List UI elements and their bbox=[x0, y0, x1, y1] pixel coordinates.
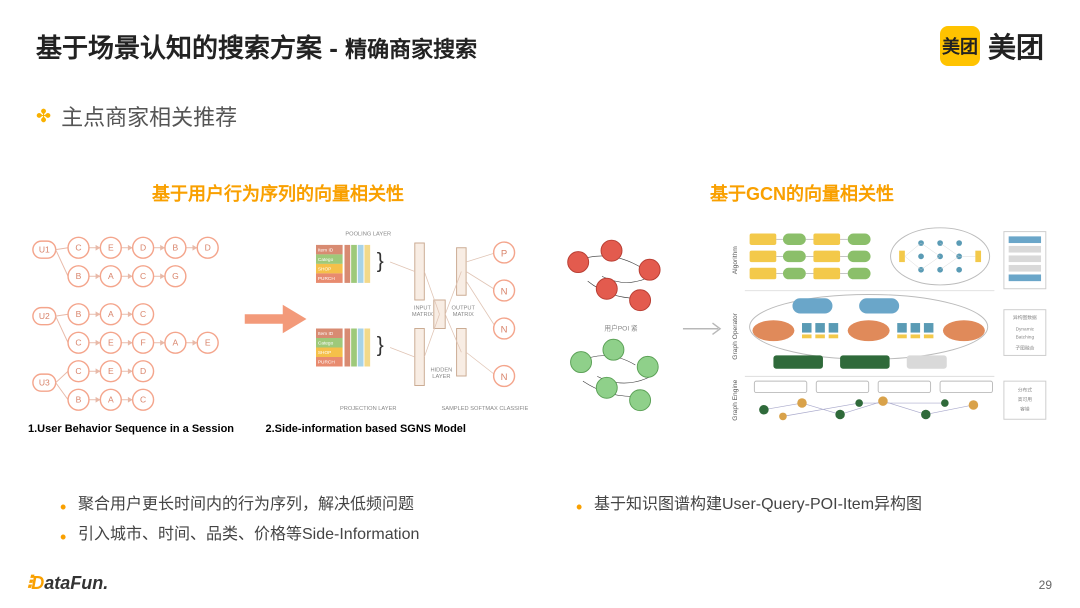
right-column: 基于GCN的向量相关性 用户POI 紧 bbox=[552, 180, 1052, 435]
svg-text:U2: U2 bbox=[39, 311, 50, 321]
footer-rest: ataFun. bbox=[44, 573, 108, 593]
list-item: 聚合用户更长时间内的行为序列，解决低频问题 bbox=[60, 490, 536, 520]
svg-text:P: P bbox=[501, 248, 507, 259]
svg-text:分布式: 分布式 bbox=[1018, 387, 1033, 394]
svg-text:异构图数据: 异构图数据 bbox=[1013, 314, 1037, 321]
svg-text:E: E bbox=[205, 338, 211, 348]
svg-text:PROJECTION LAYER: PROJECTION LAYER bbox=[340, 406, 396, 412]
svg-text:E: E bbox=[108, 366, 114, 376]
svg-text:D: D bbox=[205, 243, 211, 253]
svg-text:LAYER: LAYER bbox=[432, 374, 450, 380]
svg-text:Batching: Batching bbox=[1016, 334, 1035, 340]
svg-text:Graph Engine: Graph Engine bbox=[732, 379, 739, 420]
svg-text:Item ID: Item ID bbox=[318, 331, 334, 337]
left-captions: 1.User Behavior Sequence in a Session 2.… bbox=[28, 423, 528, 435]
svg-text:N: N bbox=[501, 286, 508, 297]
svg-text:C: C bbox=[140, 309, 146, 319]
svg-text:SAMPLED SOFTMAX CLASSIFIER: SAMPLED SOFTMAX CLASSIFIER bbox=[441, 406, 528, 412]
svg-text:N: N bbox=[501, 372, 508, 383]
svg-text:SHOP: SHOP bbox=[318, 267, 331, 273]
right-bullets: 基于知识图谱构建User-Query-POI-Item异构图 bbox=[576, 490, 1052, 551]
logo-text: 美团 bbox=[988, 26, 1044, 66]
svg-text:PURCH: PURCH bbox=[318, 276, 335, 282]
svg-text:A: A bbox=[108, 271, 114, 281]
svg-text:用户POI 紧: 用户POI 紧 bbox=[604, 324, 638, 333]
svg-text:B: B bbox=[76, 395, 82, 405]
left-caption-2: 2.Side-information based SGNS Model bbox=[266, 423, 529, 435]
svg-text:C: C bbox=[140, 271, 146, 281]
svg-text:A: A bbox=[173, 338, 179, 348]
content-columns: 基于用户行为序列的向量相关性 U1 U2 U3 bbox=[28, 180, 1052, 435]
svg-text:POOLING LAYER: POOLING LAYER bbox=[345, 231, 391, 237]
svg-text:C: C bbox=[140, 395, 146, 405]
page-number: 29 bbox=[1039, 578, 1052, 592]
logo-badge: 美团 bbox=[940, 26, 980, 66]
svg-text:U3: U3 bbox=[39, 378, 50, 388]
section-subtitle-text: 主点商家相关推荐 bbox=[61, 100, 237, 132]
svg-text:E: E bbox=[108, 338, 114, 348]
svg-text:B: B bbox=[76, 271, 82, 281]
svg-text:N: N bbox=[501, 324, 508, 335]
svg-text:Catego: Catego bbox=[318, 341, 334, 347]
right-col-title: 基于GCN的向量相关性 bbox=[552, 180, 1052, 206]
svg-text:D: D bbox=[140, 243, 146, 253]
svg-text:F: F bbox=[140, 338, 145, 348]
title-sub: 精确商家搜索 bbox=[345, 37, 477, 62]
svg-text:SHOP: SHOP bbox=[318, 350, 331, 356]
dots-icon: ⠸ bbox=[20, 573, 31, 593]
svg-text:Algorithm: Algorithm bbox=[732, 246, 739, 275]
footer-d: D bbox=[31, 573, 44, 593]
svg-text:U1: U1 bbox=[39, 245, 50, 255]
svg-text:PURCH: PURCH bbox=[318, 360, 335, 366]
svg-text:HIDDEN: HIDDEN bbox=[430, 367, 452, 373]
svg-text:A: A bbox=[108, 309, 114, 319]
svg-text:INPUT: INPUT bbox=[414, 306, 432, 312]
section-subtitle: ✤ 主点商家相关推荐 bbox=[36, 100, 237, 132]
list-item: 基于知识图谱构建User-Query-POI-Item异构图 bbox=[576, 490, 1052, 520]
svg-text:OUTPUT: OUTPUT bbox=[452, 306, 476, 312]
svg-text:G: G bbox=[172, 271, 179, 281]
left-diagram: U1 U2 U3 POOLING LAYER PROJECTION LAYER SA… bbox=[28, 224, 528, 419]
svg-text:C: C bbox=[75, 366, 81, 376]
svg-text:Item ID: Item ID bbox=[318, 248, 334, 254]
svg-text:Graph Operator: Graph Operator bbox=[732, 312, 739, 359]
svg-text:Catego: Catego bbox=[318, 257, 334, 263]
svg-text:MATRIX: MATRIX bbox=[453, 312, 474, 318]
svg-text:C: C bbox=[75, 338, 81, 348]
svg-text:}: } bbox=[377, 250, 384, 273]
svg-text:}: } bbox=[377, 333, 384, 356]
svg-text:D: D bbox=[140, 366, 146, 376]
svg-text:MATRIX: MATRIX bbox=[412, 312, 433, 318]
svg-text:高可用: 高可用 bbox=[1018, 396, 1033, 403]
svg-text:C: C bbox=[75, 243, 81, 253]
svg-text:A: A bbox=[108, 395, 114, 405]
brand-logo: 美团 美团 bbox=[940, 26, 1044, 66]
svg-text:E: E bbox=[108, 243, 114, 253]
header: 基于场景认知的搜索方案 - 精确商家搜索 美团 美团 bbox=[36, 26, 1044, 66]
svg-text:子图融合: 子图融合 bbox=[1015, 345, 1034, 352]
footer-brand: ⠸DataFun. bbox=[20, 573, 108, 594]
left-column: 基于用户行为序列的向量相关性 U1 U2 U3 bbox=[28, 180, 528, 435]
svg-text:Dynamic: Dynamic bbox=[1016, 327, 1035, 333]
list-item: 引入城市、时间、品类、价格等Side-Information bbox=[60, 520, 536, 550]
left-col-title: 基于用户行为序列的向量相关性 bbox=[28, 180, 528, 206]
svg-text:容错: 容错 bbox=[1020, 406, 1030, 413]
bullet-lists: 聚合用户更长时间内的行为序列，解决低频问题 引入城市、时间、品类、价格等Side… bbox=[60, 490, 1052, 551]
left-bullets: 聚合用户更长时间内的行为序列，解决低频问题 引入城市、时间、品类、价格等Side… bbox=[60, 490, 536, 551]
svg-text:B: B bbox=[173, 243, 179, 253]
right-diagram: 用户POI 紧 Algorithm Graph Operator Graph E… bbox=[552, 224, 1052, 429]
title-sep: - bbox=[322, 33, 345, 63]
left-caption-1: 1.User Behavior Sequence in a Session bbox=[28, 423, 266, 435]
svg-text:B: B bbox=[76, 309, 82, 319]
diamond-icon: ✤ bbox=[36, 106, 51, 127]
title-main: 基于场景认知的搜索方案 bbox=[36, 33, 322, 63]
page-title: 基于场景认知的搜索方案 - 精确商家搜索 bbox=[36, 28, 477, 65]
